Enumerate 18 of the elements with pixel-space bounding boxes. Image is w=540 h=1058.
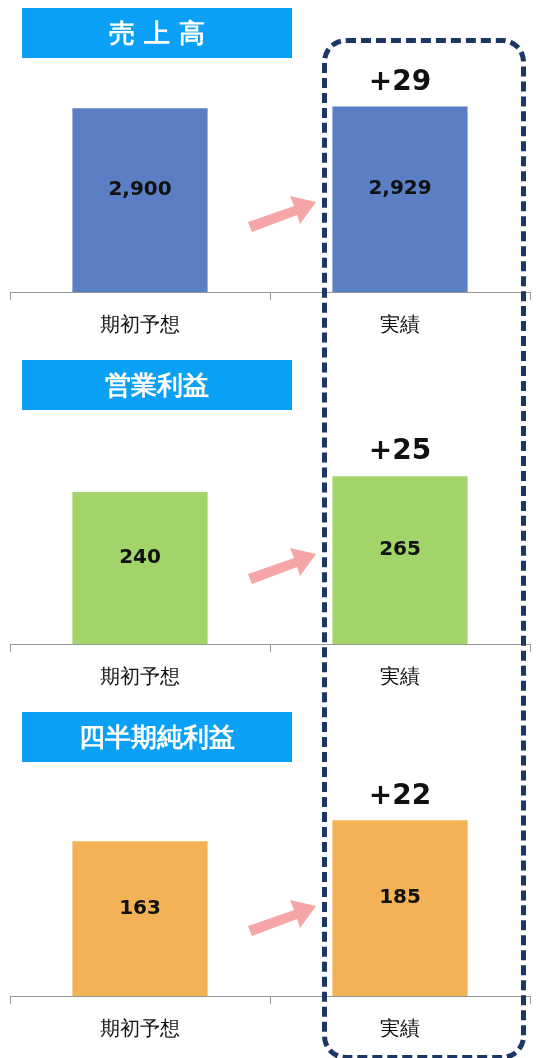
chart-title: 四半期純利益: [79, 720, 235, 754]
data-label: 2,929: [368, 175, 432, 200]
annotation: +29: [368, 63, 432, 97]
annotation: +25: [368, 433, 432, 467]
x-tick-label: 実績: [380, 664, 420, 689]
x-tick-label: 実績: [380, 312, 420, 337]
data-label: 240: [119, 544, 161, 569]
x-tick-label: 実績: [380, 1016, 420, 1041]
data-label: 265: [379, 536, 421, 561]
x-tick-label: 期初予想: [100, 312, 180, 337]
chart-title: 売 上 高: [108, 16, 206, 50]
x-tick-label: 期初予想: [100, 664, 180, 689]
chart-title: 営業利益: [105, 368, 209, 402]
data-label: 163: [119, 894, 161, 919]
annotation: +22: [368, 777, 432, 811]
data-label: 185: [379, 884, 421, 909]
data-label: 2,900: [108, 176, 172, 201]
x-tick-label: 期初予想: [100, 1016, 180, 1041]
